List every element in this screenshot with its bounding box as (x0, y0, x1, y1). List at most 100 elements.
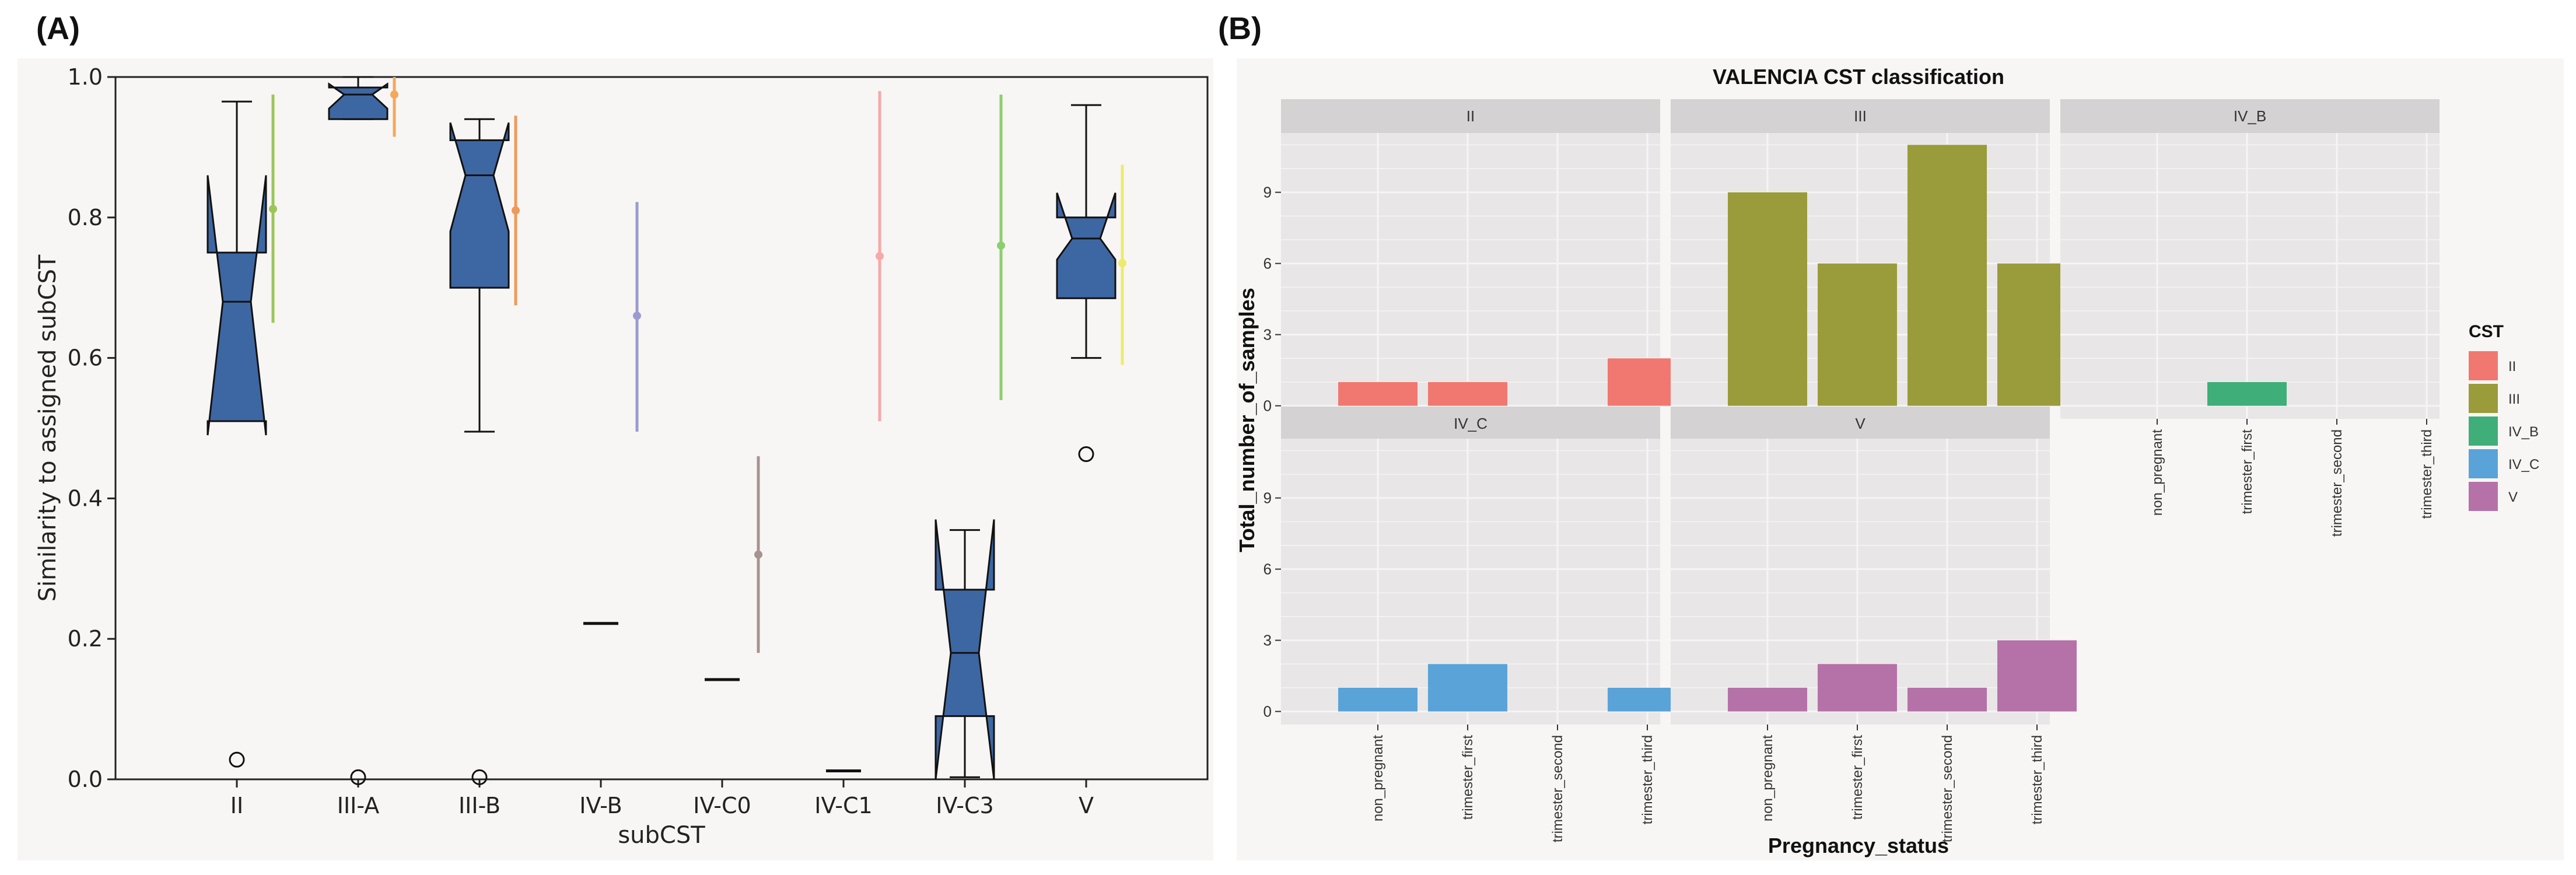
y-tick-label: 3 (1264, 326, 1272, 344)
mean-point (1118, 259, 1126, 268)
x-tick-label: IV-B (579, 793, 622, 818)
notched-box (328, 82, 388, 120)
y-tick-label: 9 (1264, 184, 1272, 201)
x-tick-label: II (230, 793, 243, 818)
facet-strip-label: V (1855, 415, 1866, 432)
notched-box (1056, 192, 1116, 299)
mean-interval-II (269, 94, 277, 323)
facet-strip (1281, 99, 1660, 133)
x-tick-label: non_pregnant (1370, 735, 1386, 821)
x-tick-label: trimester_third (2029, 735, 2045, 824)
x-tick-label: trimester_second (1550, 735, 1566, 842)
bar-trimester_first (2207, 382, 2287, 406)
y-tick-label: 0.0 (68, 766, 103, 792)
bar-trimester_second (1908, 145, 1987, 406)
mean-point (512, 206, 520, 215)
x-tick-label: IV-C0 (693, 793, 751, 818)
panel-a-label: (A) (36, 11, 80, 46)
facet-IV_B: IV_B non_pregnant trimester_first trimester… (2060, 99, 2440, 537)
box-II (206, 100, 267, 768)
legend-label: II (2508, 359, 2516, 374)
bar-non_pregnant (1728, 192, 1807, 406)
facet-strip (2060, 99, 2440, 133)
outlier-point (471, 769, 488, 785)
y-axis-label: Similarity to assigned subCST (34, 254, 61, 601)
box-III-A (328, 76, 388, 785)
mean-point (876, 252, 884, 261)
bar-trimester_first (1818, 263, 1897, 406)
chart-title: VALENCIA CST classification (1713, 65, 2004, 89)
x-tick-label: III-A (337, 793, 380, 818)
bar-trimester_first (1428, 382, 1507, 406)
facet-strip (1281, 407, 1660, 439)
x-tick-label: trimester_second (1940, 735, 1955, 842)
mean-interval-III-A (390, 77, 398, 137)
legend-label: V (2508, 489, 2518, 505)
bar-non_pregnant (1728, 687, 1807, 712)
legend-swatch (2469, 416, 2498, 446)
y-tick-label: 0 (1264, 397, 1272, 415)
facet-strip-label: III (1854, 107, 1867, 125)
facet-strip-label: IV_C (1454, 415, 1488, 432)
facet-strip (1671, 99, 2050, 133)
y-tick-label: 0.4 (68, 485, 103, 511)
y-tick-label: 9 (1264, 489, 1272, 507)
legend-item-IV_C: IV_C (2469, 449, 2539, 478)
panel-b-label: (B) (1218, 11, 1262, 46)
notched-box (935, 519, 995, 780)
x-axis-label: Pregnancy_status (1768, 834, 1949, 858)
legend-swatch (2469, 482, 2498, 511)
facet-panel (2060, 133, 2440, 419)
mean-interval-IV-C3 (997, 94, 1005, 400)
facet-IV_C: IV_C non_pregnant trimester_first trimester… (1264, 407, 1687, 842)
mean-point (390, 90, 398, 99)
x-tick-label: V (1079, 793, 1094, 818)
x-tick-label: trimester_third (1640, 735, 1656, 824)
facet-panel (1281, 133, 1660, 419)
mean-interval-IV-C1 (876, 91, 884, 421)
box-III-B (449, 118, 510, 785)
legend-swatch (2469, 449, 2498, 478)
y-tick-label: 3 (1264, 632, 1272, 649)
outlier-point (1078, 446, 1094, 463)
bar-trimester_first (1428, 664, 1507, 712)
mean-point (633, 312, 641, 320)
faceted-bar-chart: VALENCIA CST classification II 0 3 6 9 III IV_B… (1235, 65, 2539, 858)
y-axis-label: Total_number_of_samples (1235, 288, 1259, 552)
box-IV-C3 (935, 519, 995, 780)
y-tick-label: 0 (1264, 703, 1272, 720)
facet-II: II 0 3 6 9 (1264, 99, 1687, 419)
x-tick-label: trimester_second (2329, 429, 2345, 537)
bar-non_pregnant (1338, 382, 1418, 406)
legend-swatch (2469, 384, 2498, 413)
x-tick-label: trimester_first (1460, 735, 1476, 820)
facet-III: III (1671, 99, 2077, 419)
y-tick-label: 0.6 (68, 345, 103, 371)
outlier-point (350, 769, 366, 785)
bar-trimester_first (1818, 664, 1897, 712)
y-tick-label: 0.8 (68, 205, 103, 230)
y-tick-label: 6 (1264, 561, 1272, 578)
x-tick-label: III-B (459, 793, 501, 818)
mean-interval-IV-B (633, 202, 641, 432)
legend-label: IV_C (2508, 457, 2539, 473)
legend-title: CST (2469, 322, 2504, 341)
legend-item-IV_B: IV_B (2469, 416, 2539, 446)
y-tick-label: 6 (1264, 255, 1272, 272)
y-tick-label: 1.0 (68, 64, 103, 90)
legend-item-II: II (2469, 351, 2516, 380)
panel-a-background (18, 58, 1213, 860)
mean-interval-III-B (512, 116, 520, 306)
mean-interval-V (1118, 164, 1126, 365)
x-tick-label: trimester_third (2419, 429, 2435, 519)
outlier-point (229, 751, 245, 768)
box-V (1056, 104, 1116, 463)
legend-item-III: III (2469, 384, 2520, 413)
mean-interval-IV-C0 (754, 456, 762, 653)
legend-swatch (2469, 351, 2498, 380)
mean-point (997, 241, 1005, 250)
mean-point (269, 205, 277, 214)
